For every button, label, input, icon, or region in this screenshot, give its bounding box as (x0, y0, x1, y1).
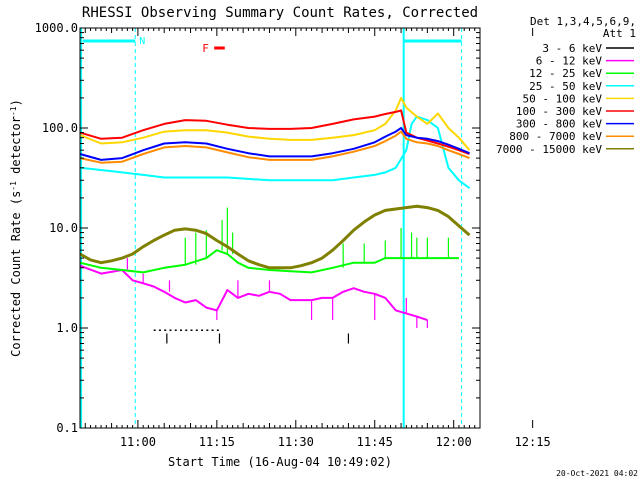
series-6-line (79, 109, 470, 155)
y-axis-ticks: 1000.0 100.0 10.0 1.0 0.1 (35, 21, 480, 435)
y-axis-label-end: ) (9, 99, 23, 106)
y-axis-label-sup2: -1 (9, 106, 18, 116)
flare-flag-label: F (202, 42, 209, 55)
series-9-line (79, 204, 471, 270)
dashed-separators (80, 28, 463, 428)
series-2-line (79, 264, 428, 322)
legend-entry-label: 800 - 7000 keV (509, 130, 602, 143)
y-tick-label: 10.0 (49, 221, 78, 235)
x-tick-label: 11:15 (199, 435, 235, 449)
x-tick-label: 11:45 (357, 435, 393, 449)
legend-entry-label: 3 - 6 keV (542, 42, 602, 55)
x-tick-label: 12:00 (436, 435, 472, 449)
y-axis-label: Corrected Count Rate (s-1 detector-1) (9, 99, 23, 357)
x-tick-label: 11:00 (120, 435, 156, 449)
series-layer (79, 96, 471, 344)
y-tick-label: 100.0 (42, 121, 78, 135)
legend-entry-label: 25 - 50 keV (529, 80, 602, 93)
x-tick-label: 12:15 (515, 435, 551, 449)
legend-header-line2: Att 1 (603, 27, 636, 40)
legend-entry-label: 6 - 12 keV (536, 55, 603, 68)
series-8-line (79, 130, 470, 164)
legend-entry-label: 100 - 300 keV (516, 105, 602, 118)
chart-title: RHESSI Observing Summary Count Rates, Co… (82, 5, 478, 21)
plot-frame (79, 27, 481, 429)
footer-timestamp: 20-Oct-2021 04:02 (556, 469, 638, 478)
y-axis-label-mid: detector (9, 116, 23, 181)
x-axis-ticks: 11:00 11:15 11:30 11:45 12:00 12:15 (84, 28, 551, 449)
series-5-line (79, 96, 471, 151)
legend-header-line1: Det 1,3,4,5,6,9, (530, 15, 636, 28)
y-tick-label: 1.0 (56, 321, 78, 335)
series-4-line (79, 115, 471, 190)
y-axis-label-sup1: -1 (9, 181, 18, 191)
x-axis-label: Start Time (16-Aug-04 10:49:02) (168, 455, 392, 469)
x-tick-label: 11:30 (278, 435, 314, 449)
night-flag-label: N (139, 36, 145, 47)
y-tick-label: 0.1 (56, 421, 78, 435)
legend-entry-label: 50 - 100 keV (523, 92, 603, 105)
series-7-line (79, 127, 470, 161)
y-tick-label: 1000.0 (35, 21, 78, 35)
series-3-line (79, 249, 459, 274)
y-axis-label-main: Corrected Count Rate (s (9, 191, 23, 357)
flag-layer: NF (82, 36, 462, 55)
legend-entry-label: 12 - 25 keV (529, 67, 602, 80)
legend-entry-label: 300 - 800 keV (516, 118, 602, 131)
legend-entry-label: 7000 - 15000 keV (496, 143, 602, 156)
